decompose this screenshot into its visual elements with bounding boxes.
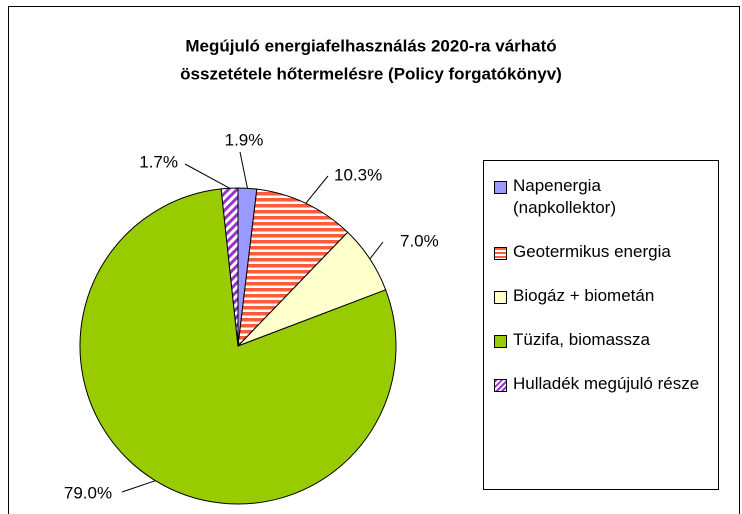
leader-line [305, 175, 329, 204]
legend-item: Biogáz + biometán [494, 285, 710, 307]
legend-label: Napenergia (napkollektor) [513, 176, 616, 217]
legend-label: Hulladék megújuló része [513, 374, 700, 393]
data-label: 1.9% [225, 130, 264, 149]
legend-label: Biogáz + biometán [513, 286, 655, 305]
data-label: 7.0% [400, 231, 439, 250]
legend-item: Geotermikus energia [494, 241, 710, 263]
legend-swatch [494, 291, 507, 304]
legend-item: Hulladék megújuló része [494, 373, 710, 395]
pie-slice [220, 187, 239, 347]
data-label: 1.7% [139, 152, 178, 171]
chart-title: összetétele hőtermelésre (Policy forgató… [180, 64, 562, 83]
legend-swatch [494, 335, 507, 348]
pie-slice [79, 188, 397, 505]
legend-label: Geotermikus energia [513, 242, 671, 261]
legend-item: Tüzifa, biomassza [494, 329, 710, 351]
legend-item: Napenergia (napkollektor) [494, 175, 710, 219]
data-label: 10.3% [334, 165, 382, 184]
chart-title: Megújuló energiafelhasználás 2020-ra vár… [185, 36, 556, 55]
legend-swatch [494, 247, 507, 260]
legend-swatch [494, 379, 507, 392]
legend-swatch [494, 181, 507, 194]
data-label: 79.0% [64, 483, 112, 502]
leader-line [239, 151, 248, 189]
leader-line [369, 241, 384, 260]
leader-line [121, 480, 156, 493]
legend-label: Tüzifa, biomassza [513, 330, 650, 349]
legend: Napenergia (napkollektor) Geotermikus ene… [483, 160, 719, 490]
leader-line [184, 163, 230, 189]
